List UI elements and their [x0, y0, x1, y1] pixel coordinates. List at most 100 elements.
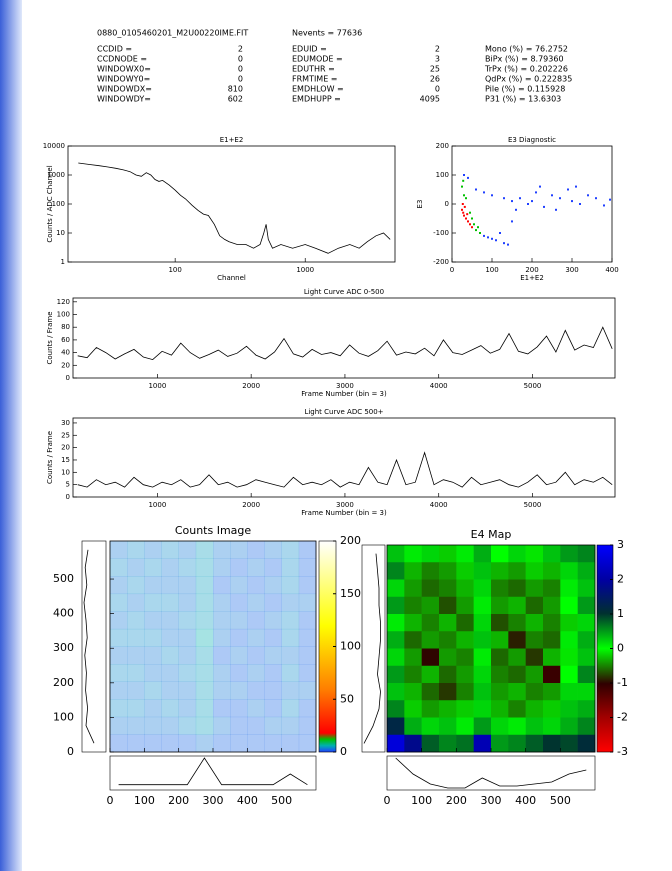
chart-title: Light Curve ADC 500+	[304, 408, 383, 416]
scatter-point	[479, 232, 481, 234]
scatter-point	[461, 185, 463, 188]
heatmap-cell	[230, 576, 248, 595]
x-tick-label: 5000	[524, 501, 542, 509]
heatmap-cell	[230, 734, 248, 753]
y-tick-label: 60	[61, 336, 70, 344]
heatmap-cell	[161, 681, 179, 700]
profile-frame	[386, 755, 596, 791]
colorbar-label: 50	[340, 692, 354, 705]
x-tick-label: 4000	[430, 382, 448, 390]
heatmap-cell	[508, 648, 526, 667]
y-tick-label: 500	[53, 572, 74, 585]
y-axis-label: Counts / Frame	[46, 311, 54, 364]
heatmap-cell	[543, 700, 561, 718]
heatmap-cell	[213, 576, 231, 595]
scatter-point	[575, 185, 577, 188]
y-tick-label: 10	[56, 229, 65, 237]
y-tick-label: 0	[445, 200, 449, 208]
heatmap-cell	[230, 541, 248, 559]
heatmap-cell	[456, 700, 474, 718]
scatter-point	[495, 239, 497, 242]
x-tick-label: 0	[450, 266, 454, 274]
heatmap-cell	[491, 562, 509, 580]
heatmap-cell	[264, 734, 282, 753]
profile-frame	[109, 755, 317, 791]
heatmap-cell	[144, 681, 162, 700]
heatmap-cell	[560, 683, 578, 701]
heatmap-cell	[213, 664, 231, 682]
x-tick-label: 200	[446, 794, 467, 807]
heatmap-cell	[525, 545, 544, 563]
heatmap-cell	[421, 562, 440, 580]
header-cell: 0	[238, 55, 243, 64]
x-profile	[118, 757, 308, 786]
heatmap-cell	[247, 558, 265, 577]
heatmap-cell	[110, 716, 128, 735]
heatmap-cell	[508, 596, 526, 615]
header-cell: WINDOWX0=	[97, 65, 151, 74]
scatter-point	[467, 220, 469, 223]
heatmap-cell	[543, 545, 561, 563]
header-cell: 0	[238, 65, 243, 74]
heatmap-cell	[281, 699, 300, 718]
heatmap-cell	[161, 716, 179, 735]
heatmap-cell	[404, 631, 422, 649]
colorbar-label: 0	[340, 745, 347, 758]
scatter-point	[571, 200, 573, 203]
header-cell: WINDOWY0=	[97, 75, 150, 84]
scatter-point	[475, 229, 477, 232]
scatter-point	[527, 203, 529, 205]
heatmap-cell	[439, 631, 457, 649]
heatmap-cell	[525, 596, 544, 615]
heatmap-cell	[404, 596, 422, 615]
heatmap-cell	[577, 545, 596, 563]
y-tick-label: 1000	[47, 171, 65, 179]
heatmap-cell	[213, 611, 231, 630]
heatmap-cell	[577, 665, 596, 684]
heatmap-cell	[439, 648, 457, 667]
heatmap-cell	[456, 665, 474, 684]
y-tick-label: 40	[61, 349, 70, 357]
heatmap-cell	[525, 579, 544, 598]
plot-frame	[67, 145, 396, 263]
heatmap-cell	[178, 646, 197, 665]
scatter-point	[551, 194, 553, 197]
y-tick-label: 100	[436, 171, 449, 179]
heatmap-cell	[508, 614, 526, 632]
heatmap-cell	[577, 648, 596, 667]
colorbar-label: 2	[617, 573, 624, 586]
heatmap-cell	[178, 699, 197, 718]
heatmap-cell	[161, 541, 179, 559]
heatmap-cell	[127, 611, 145, 630]
heatmap-cell	[110, 734, 128, 753]
header-cell: Mono (%) = 76.2752	[485, 45, 568, 54]
heatmap-cell	[387, 579, 405, 598]
heatmap-cell	[456, 631, 474, 649]
heatmap-cell	[439, 683, 457, 701]
scatter-point	[463, 194, 465, 197]
heatmap-cell	[456, 545, 474, 563]
heatmap-cell	[178, 611, 197, 630]
scatter-point	[466, 213, 469, 216]
heatmap-cell	[404, 648, 422, 667]
x-tick-label: 500	[550, 794, 571, 807]
heatmap-cell	[387, 562, 405, 580]
plot-frame	[72, 297, 616, 379]
colorbar-label: -1	[617, 676, 628, 689]
x-tick-label: 100	[411, 794, 432, 807]
scatter-point	[567, 188, 569, 191]
heatmap-cell	[264, 541, 282, 559]
heatmap-cell	[144, 576, 162, 595]
heatmap-cell	[387, 648, 405, 667]
x-axis-label: Frame Number (bin = 3)	[301, 390, 387, 398]
colorbar-label: 200	[340, 534, 361, 547]
y-tick-label: 1	[61, 258, 65, 266]
heatmap-cell	[543, 631, 561, 649]
heatmap-cell	[213, 716, 231, 735]
scatter-point	[473, 223, 475, 226]
heatmap-cell	[577, 734, 596, 753]
heatmap-cell	[178, 541, 197, 559]
heatmap-cell	[281, 576, 300, 595]
colorbar-label: 100	[340, 640, 361, 653]
heatmap-cell	[421, 648, 440, 667]
